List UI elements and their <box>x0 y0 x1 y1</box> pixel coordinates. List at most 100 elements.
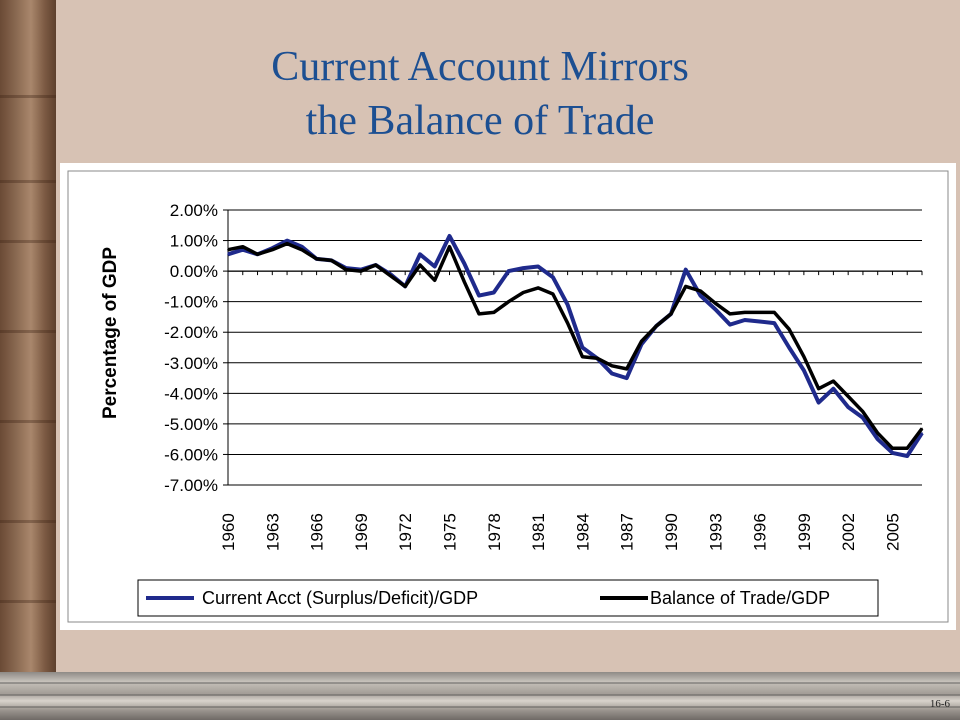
balance-of-trade-point <box>419 264 421 266</box>
bottom-band <box>0 672 960 720</box>
current-account-point <box>492 291 495 294</box>
series-lines <box>227 234 924 458</box>
wood-grain <box>0 180 56 183</box>
balance-of-trade-point <box>345 268 347 271</box>
balance-of-trade-point <box>670 313 672 315</box>
legend-box <box>137 579 879 617</box>
legend-label: Balance of Trade/GDP <box>650 588 830 608</box>
current-account-point <box>507 270 510 272</box>
x-axis-ticks: 1960 1963 1966 1969 1972 1975 1978 1981 1984 1987… <box>219 270 923 551</box>
current-account-point <box>699 294 702 297</box>
x-tick-label: 1987 <box>618 513 637 551</box>
legend-label: Current Acct (Surplus/Deficit)/GDP <box>202 588 478 608</box>
balance-of-trade-point <box>256 253 259 256</box>
balance-of-trade-point <box>227 248 229 251</box>
current-account-point <box>566 303 569 306</box>
balance-of-trade-point <box>374 264 377 266</box>
band-stripe <box>0 694 960 696</box>
current-account-point <box>286 239 288 242</box>
current-account-point <box>448 235 451 237</box>
balance-of-trade-point <box>463 281 466 283</box>
slide-title-line-2: the Balance of Trade <box>305 98 655 144</box>
balance-of-trade-point <box>876 432 879 434</box>
balance-of-trade-point <box>360 270 362 272</box>
balance-of-trade-point <box>566 322 569 324</box>
y-tick-label: -7.00% <box>164 476 218 495</box>
balance-of-trade-point <box>684 285 687 288</box>
current-account-point <box>581 346 584 349</box>
x-tick-label: 1963 <box>263 513 282 551</box>
balance-of-trade-point <box>478 313 480 315</box>
balance-of-trade-point <box>448 245 451 248</box>
x-tick-label: 1978 <box>485 513 504 551</box>
x-tick-label: 1981 <box>529 513 548 551</box>
current-account-point <box>552 276 554 279</box>
x-tick-label: 1984 <box>573 513 592 551</box>
y-tick-label: 2.00% <box>170 201 218 220</box>
current-account-point <box>537 265 539 268</box>
current-account-point <box>522 267 525 269</box>
balance-of-trade-point <box>921 427 923 430</box>
band-stripe <box>0 706 960 708</box>
y-tick-label: -1.00% <box>164 293 218 312</box>
x-tick-label: 1993 <box>706 513 725 551</box>
slide-number: 16-6 <box>929 698 950 710</box>
current-account-point <box>773 322 776 324</box>
balance-of-trade-point <box>714 302 717 304</box>
balance-of-trade-point <box>271 248 274 251</box>
x-tick-label: 2002 <box>839 513 858 551</box>
current-account-point <box>419 253 421 256</box>
x-tick-label: 1969 <box>352 513 371 551</box>
balance-of-trade-point <box>699 290 702 292</box>
balance-of-trade-point <box>744 311 746 314</box>
balance-of-trade-point <box>241 245 244 248</box>
balance-of-trade-point <box>522 291 525 294</box>
current-account-point <box>478 294 480 297</box>
x-tick-label: 1975 <box>440 513 459 551</box>
x-tick-label: 1999 <box>795 513 814 551</box>
wood-grain <box>0 520 56 523</box>
balance-of-trade-point <box>330 259 333 262</box>
balance-of-trade-point <box>301 248 303 251</box>
y-axis-label: Percentage of GDP <box>100 247 121 419</box>
current-account-point <box>847 406 849 408</box>
current-account-point <box>862 416 864 419</box>
x-tick-label: 1960 <box>219 513 238 551</box>
x-tick-label: 1996 <box>751 513 770 551</box>
balance-of-trade-point <box>611 365 613 367</box>
legend: Current Acct (Surplus/Deficit)/GDP Balanc… <box>137 579 879 617</box>
current-account-point <box>876 438 879 440</box>
y-tick-label: -6.00% <box>164 445 218 464</box>
balance-of-trade-point <box>315 258 318 260</box>
balance-of-trade-point <box>433 279 436 282</box>
balance-of-trade-point <box>492 311 495 314</box>
balance-of-trade-point <box>581 355 584 358</box>
y-tick-label: -2.00% <box>164 323 218 342</box>
wood-grain <box>0 240 56 243</box>
balance-of-trade-point <box>773 311 776 314</box>
y-tick-label: -3.00% <box>164 354 218 373</box>
y-tick-label: -4.00% <box>164 384 218 403</box>
wood-grain <box>0 330 56 333</box>
current-account-point <box>758 320 761 323</box>
wood-grain <box>0 420 56 423</box>
balance-of-trade-point <box>625 368 628 370</box>
current-account-point <box>611 372 613 375</box>
balance-of-trade-point <box>552 293 554 295</box>
current-account-point <box>714 308 717 311</box>
current-account-point <box>301 245 303 248</box>
chart-panel: 2.00% 1.00% 0.00% -1.00% -2.00% -3.00% -4.00% -… <box>60 163 956 630</box>
slide-title-line-1: Current Account Mirrors <box>271 44 689 90</box>
y-tick-label: -5.00% <box>164 415 218 434</box>
balance-of-trade-point <box>758 311 761 314</box>
current-account-point <box>241 248 244 251</box>
current-account-point <box>817 401 820 404</box>
current-account-point <box>803 369 805 372</box>
current-account-point <box>684 268 687 271</box>
balance-of-trade-point <box>803 355 805 358</box>
wood-panel-left <box>0 0 56 720</box>
line-chart: 2.00% 1.00% 0.00% -1.00% -2.00% -3.00% -4.00% -… <box>67 170 949 623</box>
balance-of-trade-point <box>389 274 392 277</box>
current-account-point <box>463 262 466 265</box>
x-tick-label: 1972 <box>396 513 415 551</box>
